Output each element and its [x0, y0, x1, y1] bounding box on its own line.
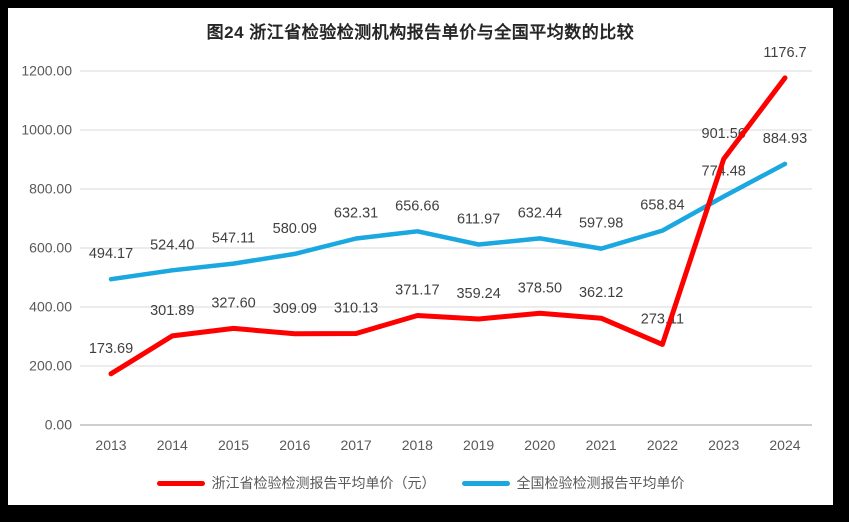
x-axis-tick-label: 2024	[769, 437, 800, 453]
y-axis-tick-label: 1200.00	[21, 63, 72, 79]
x-axis-tick-label: 2020	[524, 437, 555, 453]
national-data-label: 580.09	[273, 221, 317, 237]
national-data-label: 597.98	[579, 216, 623, 232]
zhejiang-data-label: 371.17	[395, 283, 439, 299]
legend-item-national: 全国检验检测报告平均单价	[461, 473, 685, 493]
x-axis-tick-label: 2017	[341, 437, 372, 453]
legend-item-zhejiang: 浙江省检验检测报告平均单价（元）	[156, 473, 436, 493]
chart-title: 图24 浙江省检验检测机构报告单价与全国平均数的比较	[206, 23, 635, 42]
national-data-label: 632.31	[334, 205, 378, 221]
national-data-label: 611.97	[457, 211, 500, 227]
national-series-swatch	[461, 480, 510, 486]
x-axis-tick-label: 2022	[647, 437, 678, 453]
chart-background	[8, 8, 833, 505]
zhejiang-data-label: 309.09	[273, 301, 317, 317]
legend-label-national: 全国检验检测报告平均单价	[516, 475, 685, 491]
national-data-label: 547.11	[212, 231, 255, 247]
zhejiang-data-label: 301.89	[150, 303, 194, 319]
x-axis-tick-label: 2019	[463, 437, 494, 453]
legend: 浙江省检验检测报告平均单价（元） 全国检验检测报告平均单价	[8, 470, 833, 496]
national-data-label: 658.84	[640, 198, 684, 214]
zhejiang-series-swatch	[156, 480, 205, 486]
y-axis-tick-label: 400.00	[29, 299, 72, 315]
national-data-label: 494.17	[89, 246, 133, 262]
zhejiang-data-label: 359.24	[456, 286, 500, 302]
national-data-label: 632.44	[518, 205, 562, 221]
x-axis-tick-label: 2021	[586, 437, 617, 453]
zhejiang-data-label: 173.69	[89, 341, 133, 357]
x-axis-tick-label: 2016	[279, 437, 310, 453]
x-axis-tick-label: 2014	[157, 437, 188, 453]
legend-label-zhejiang: 浙江省检验检测报告平均单价（元）	[211, 475, 436, 491]
zhejiang-data-label: 378.50	[518, 280, 562, 296]
y-axis-tick-label: 200.00	[29, 358, 72, 374]
zhejiang-series-line	[108, 75, 788, 377]
x-axis-tick-label: 2018	[402, 437, 433, 453]
zhejiang-data-label: 327.60	[211, 295, 255, 311]
national-series-line	[108, 161, 788, 282]
y-axis-tick-label: 800.00	[29, 181, 72, 197]
y-axis-tick-label: 1000.00	[21, 122, 72, 138]
y-axis-tick-label: 0.00	[45, 417, 72, 433]
zhejiang-data-label: 310.13	[334, 301, 378, 317]
x-axis-tick-label: 2023	[708, 437, 739, 453]
zhejiang-data-label: 273.11	[641, 311, 684, 327]
national-data-label: 774.48	[702, 164, 746, 180]
zhejiang-data-label: 901.56	[702, 126, 746, 142]
x-axis-tick-label: 2015	[218, 437, 249, 453]
zhejiang-data-label: 1176.7	[763, 45, 806, 61]
y-axis-tick-label: 600.00	[29, 240, 72, 256]
zhejiang-data-label: 362.12	[579, 285, 623, 301]
national-data-label: 524.40	[150, 237, 194, 253]
national-data-label: 884.93	[763, 131, 807, 147]
national-data-label: 656.66	[395, 198, 439, 214]
x-axis-tick-label: 2013	[95, 437, 126, 453]
